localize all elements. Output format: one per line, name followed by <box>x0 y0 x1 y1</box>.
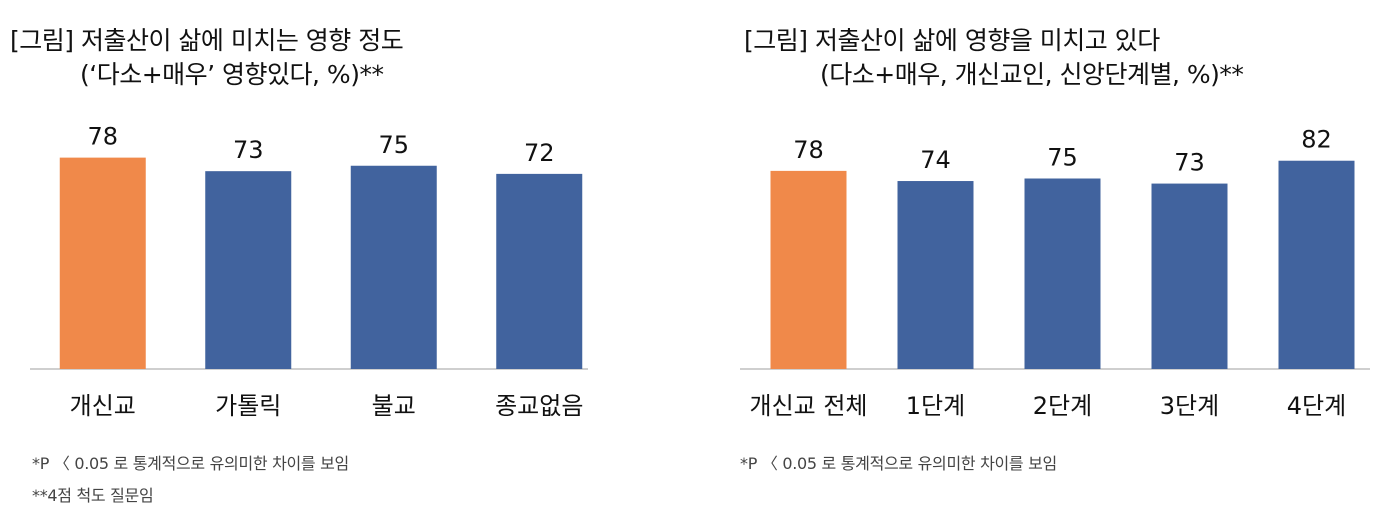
data-label: 73 <box>233 136 264 164</box>
data-label: 73 <box>1174 149 1205 177</box>
chart-1-note-2: **4점 척도 질문임 <box>32 486 154 505</box>
bar <box>1024 178 1101 369</box>
bar <box>350 165 437 369</box>
data-label: 78 <box>87 123 118 151</box>
chart-2-subtitle: (다소+매우, 개신교인, 신앙단계별, %)** <box>820 60 1244 89</box>
chart-1-plot: 78 개신교 73 가톨릭 75 불교 72 종교없음 <box>30 123 588 420</box>
category-label: 가톨릭 <box>215 392 281 420</box>
category-label: 개신교 전체 <box>749 392 867 420</box>
data-label: 78 <box>793 136 824 164</box>
category-label: 종교없음 <box>495 392 583 420</box>
category-label: 2단계 <box>1033 392 1092 420</box>
category-label: 개신교 <box>70 392 136 420</box>
bar <box>59 157 146 369</box>
chart-1-note-1: *P 〈 0.05 로 통계적으로 유의미한 차이를 보임 <box>32 454 349 473</box>
category-label: 1단계 <box>906 392 965 420</box>
data-label: 75 <box>1047 144 1078 172</box>
bar <box>1278 160 1355 369</box>
bar <box>496 173 583 369</box>
chart-1-subtitle: (‘다소+매우’ 영향있다, %)** <box>80 60 384 89</box>
data-label: 75 <box>378 131 409 159</box>
data-label: 82 <box>1301 126 1332 154</box>
data-label: 72 <box>524 139 555 167</box>
chart-1-title: [그림] 저출산이 삶에 미치는 영향 정도 <box>10 26 404 55</box>
data-label: 74 <box>920 146 951 174</box>
category-label: 4단계 <box>1287 392 1346 420</box>
bar <box>1151 183 1228 369</box>
chart-2-title: [그림] 저출산이 삶에 영향을 미치고 있다 <box>744 26 1160 55</box>
bar <box>205 171 292 369</box>
bar <box>770 170 847 369</box>
category-label: 3단계 <box>1160 392 1219 420</box>
chart-2-note-1: *P 〈 0.05 로 통계적으로 유의미한 차이를 보임 <box>740 454 1057 473</box>
bar <box>897 181 974 369</box>
category-label: 불교 <box>372 392 416 420</box>
